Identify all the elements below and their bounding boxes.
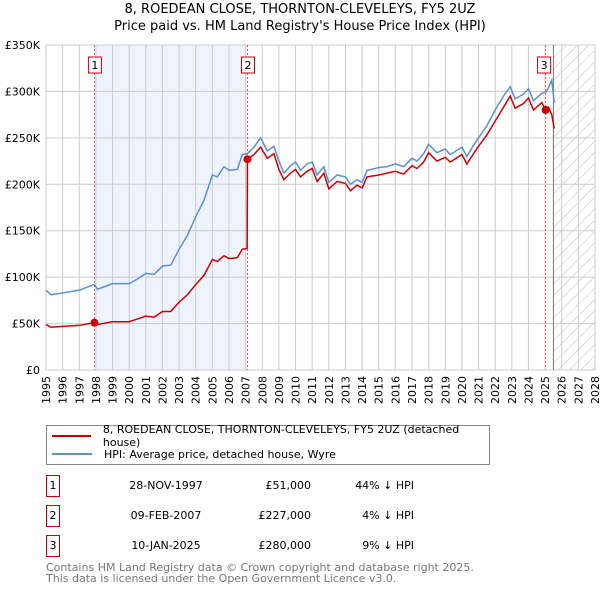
- x-tick-label: 1996: [57, 376, 70, 404]
- sale-hpi-diff: 44% ↓ HPI: [355, 479, 414, 492]
- x-tick-label: 2007: [240, 376, 253, 404]
- x-tick-label: 2027: [572, 376, 585, 404]
- sale-label-box: [240, 56, 255, 74]
- sale-date: 28-NOV-1997: [129, 479, 203, 492]
- sale-date: 09-FEB-2007: [130, 509, 202, 522]
- sale-hpi-diff: 4% ↓ HPI: [362, 509, 414, 522]
- y-tick-label: £200K: [5, 178, 41, 191]
- sale-label: 2: [244, 59, 251, 72]
- x-tick-label: 1998: [90, 376, 103, 404]
- sale-price: £51,000: [265, 479, 312, 492]
- x-tick-label: 2010: [290, 376, 303, 404]
- footer-copyright: Contains HM Land Registry data © Crown c…: [46, 561, 474, 574]
- y-tick-label: £0: [26, 364, 40, 377]
- sale-row: 3 10-JAN-2025 £280,000 9% ↓ HPI: [46, 535, 466, 557]
- blue-line-swatch: [52, 453, 92, 455]
- legend-label: 8, ROEDEAN CLOSE, THORNTON-CLEVELEYS, FY…: [102, 423, 460, 449]
- y-tick-label: £100K: [5, 271, 41, 284]
- forecast-hatch: [553, 45, 595, 370]
- property-price-line: [45, 94, 555, 329]
- x-tick-label: 2021: [473, 376, 486, 404]
- sale-label: 1: [91, 59, 98, 72]
- x-tick-label: 2019: [439, 376, 452, 404]
- legend-label: HPI: Average price, detached house, Wyre: [104, 447, 336, 461]
- y-tick-label: £350K: [5, 39, 41, 52]
- sale-marker-badge: 2: [46, 505, 60, 527]
- x-tick-label: 2023: [506, 376, 519, 404]
- x-tick-label: 1997: [73, 376, 86, 404]
- sale-marker-badge: 1: [46, 475, 60, 497]
- x-tick-label: 2026: [556, 376, 569, 404]
- x-tick-label: 1999: [107, 376, 120, 404]
- x-tick-label: 2024: [522, 376, 535, 404]
- x-tick-label: 2012: [323, 376, 336, 404]
- sale-point: [90, 318, 99, 327]
- sale-point: [243, 155, 252, 164]
- x-tick-label: 2004: [190, 376, 203, 404]
- x-tick-label: 2015: [373, 376, 386, 404]
- y-tick-label: £300K: [5, 85, 41, 98]
- x-tick-label: 2001: [140, 376, 153, 404]
- sale-row: 2 09-FEB-2007 £227,000 4% ↓ HPI: [46, 505, 466, 527]
- sale-label-box: [537, 56, 552, 74]
- x-tick-label: 2017: [406, 376, 419, 404]
- y-tick-label: £150K: [5, 225, 41, 238]
- legend-item-hpi: HPI: Average price, detached house, Wyre: [47, 445, 336, 463]
- x-tick-label: 2016: [389, 376, 402, 404]
- y-tick-label: £50K: [12, 318, 41, 331]
- sale-point: [541, 106, 550, 114]
- sale-price: £227,000: [258, 509, 312, 522]
- x-tick-label: 2005: [206, 376, 219, 404]
- sale-hpi-diff: 9% ↓ HPI: [362, 539, 414, 552]
- red-line-swatch: [52, 435, 91, 437]
- legend-item-property: 8, ROEDEAN CLOSE, THORNTON-CLEVELEYS, FY…: [47, 423, 489, 449]
- footer-licence: This data is licensed under the Open Gov…: [46, 572, 397, 585]
- legend: 8, ROEDEAN CLOSE, THORNTON-CLEVELEYS, FY…: [46, 423, 490, 465]
- x-tick-label: 2011: [306, 376, 319, 404]
- x-tick-label: 2003: [173, 376, 186, 404]
- x-tick-label: 2014: [356, 376, 369, 404]
- x-tick-label: 2013: [339, 376, 352, 404]
- sale-price: £280,000: [258, 539, 312, 552]
- sale-marker-badge: 3: [46, 535, 60, 557]
- sale-label-box: [87, 56, 102, 74]
- hpi-line: [45, 77, 555, 296]
- x-tick-label: 2025: [539, 376, 552, 404]
- chart-subtitle: Price paid vs. HM Land Registry's House …: [114, 19, 486, 34]
- x-tick-label: 2009: [273, 376, 286, 404]
- x-tick-label: 2008: [256, 376, 269, 404]
- sale-row: 1 28-NOV-1997 £51,000 44% ↓ HPI: [46, 475, 466, 497]
- x-tick-label: 2000: [123, 376, 136, 404]
- chart-title: 8, ROEDEAN CLOSE, THORNTON-CLEVELEYS, FY…: [124, 2, 476, 17]
- x-tick-label: 2018: [423, 376, 436, 404]
- x-tick-label: 2006: [223, 376, 236, 404]
- y-tick-label: £250K: [5, 132, 41, 145]
- sale-date: 10-JAN-2025: [131, 539, 201, 552]
- price-chart: 1995 1996 1997 1998 1999 2000 2001 2002 2003 2004…: [5, 39, 600, 404]
- x-tick-label: 2002: [156, 376, 169, 404]
- x-tick-label: 2028: [589, 376, 600, 404]
- x-tick-label: 1995: [40, 376, 53, 404]
- sale-label: 3: [541, 59, 548, 72]
- ownership-shade: [94, 45, 248, 370]
- x-tick-label: 2020: [456, 376, 469, 404]
- x-tick-label: 2022: [489, 376, 502, 404]
